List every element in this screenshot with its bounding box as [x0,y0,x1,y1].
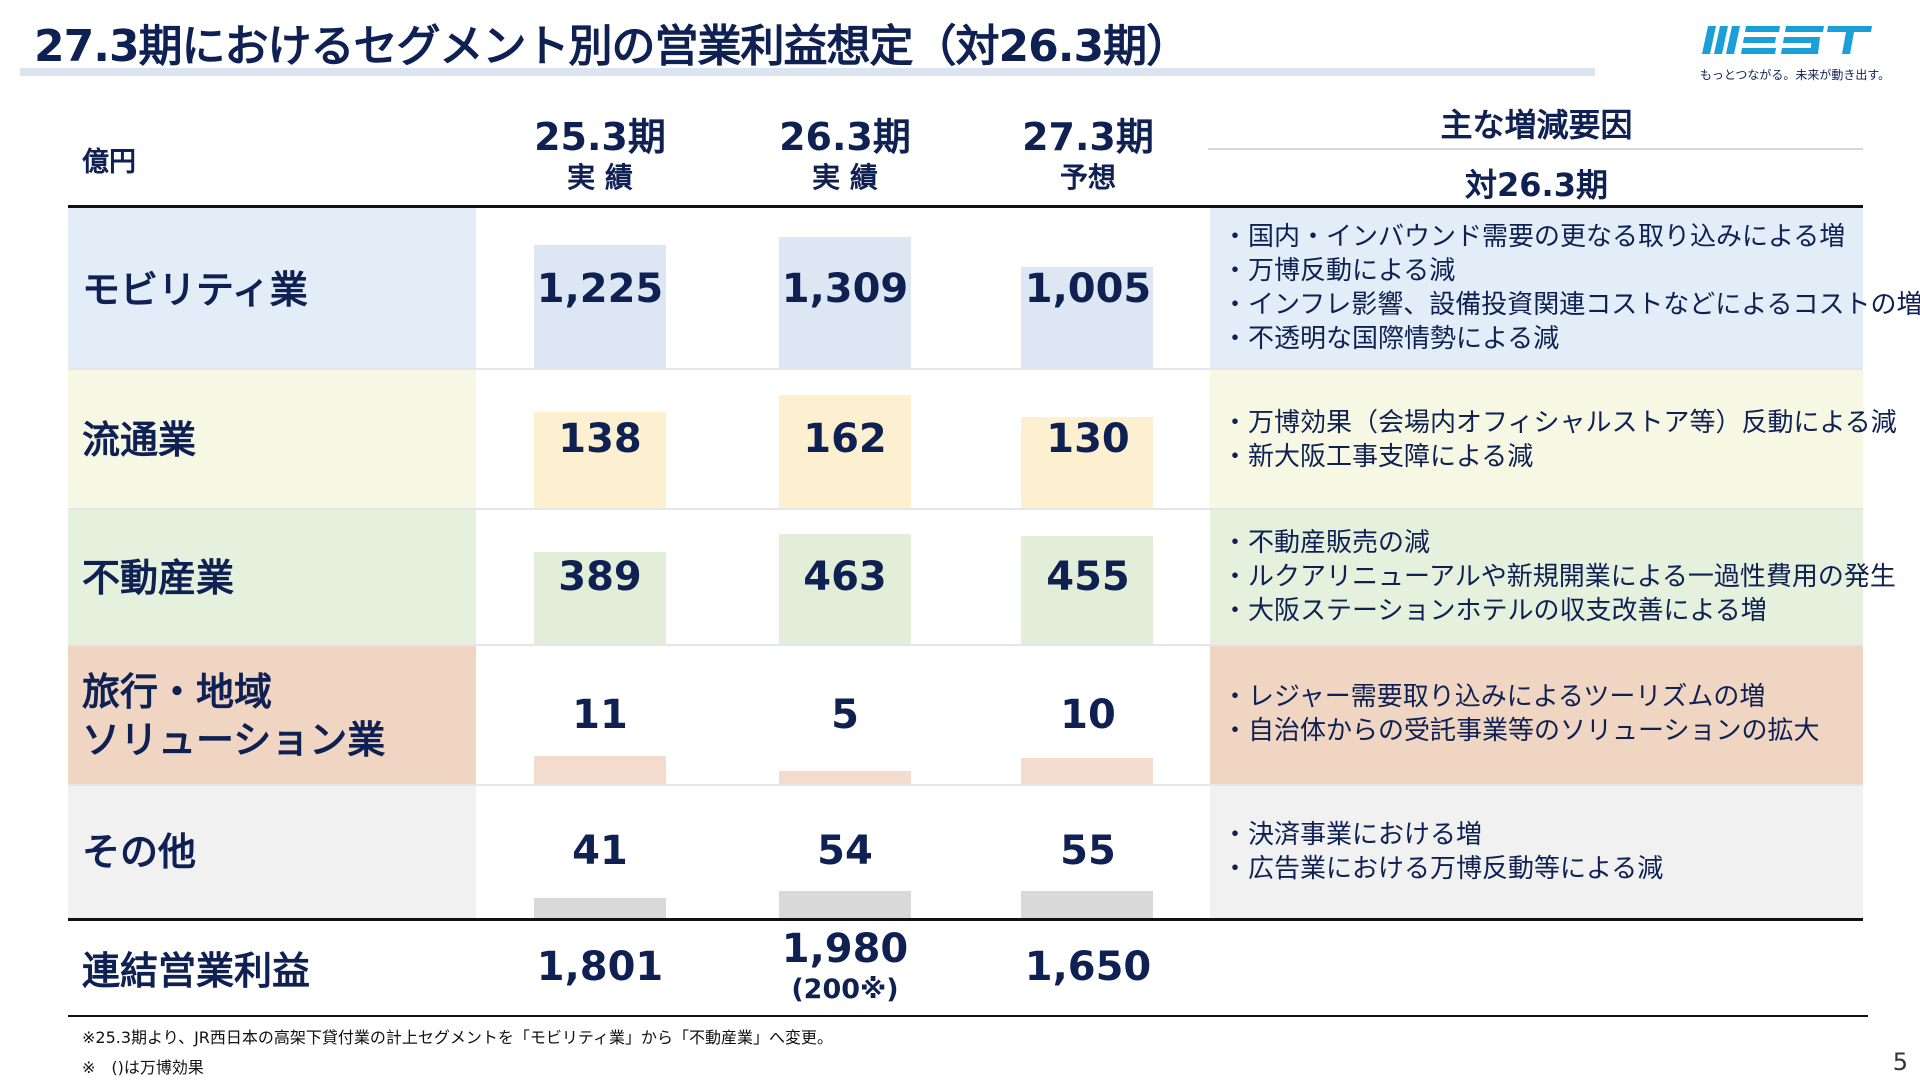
company-logo: もっとつながる。未来が動き出す。 [1690,22,1900,92]
col-header-27-period: 27.3期 [1022,115,1154,159]
reasons-subheader: 対26.3期 [1465,166,1608,204]
table-bottom-rule [68,918,1863,921]
value-retail-25: 138 [558,416,642,462]
segment-label-other: その他 [82,830,197,874]
value-other-26: 54 [817,828,873,874]
total-value-27: 1,650 [1024,944,1152,990]
value-travel-27: 10 [1060,692,1116,738]
reasons-band-mobility [1210,208,1863,368]
row-separator [68,508,1863,510]
bar-travel-26 [779,771,911,784]
row-separator [68,784,1863,786]
col-header-27-type: 予想 [1059,161,1116,194]
bar-other-27 [1021,890,1153,918]
reasons-list-other: ・決済事業における増 ・広告業における万博反動等による減 [1222,818,1663,886]
col-header-25-type: 実 績 [567,161,633,194]
reason-item: ・レジャー需要取り込みによるツーリズムの増 [1222,682,1766,712]
page-title: 27.3期におけるセグメント別の営業利益想定（対26.3期） [34,21,1190,72]
col-header-26-period: 26.3期 [779,115,911,159]
value-mobility-27: 1,005 [1024,266,1152,312]
reasons-header-divider [1208,148,1863,150]
title-underline [20,68,1595,76]
row-separator [68,644,1863,646]
total-label: 連結営業利益 [82,949,311,993]
row-band-retail [68,370,476,508]
reasons-band-other [1210,786,1863,918]
reasons-list-real-estate: ・不動産販売の減 ・ルクアリニューアルや新規開業による一過性費用の発生 ・大阪ス… [1222,526,1896,628]
bar-other-26 [779,891,911,918]
bar-other-25 [534,897,666,918]
value-mobility-26: 1,309 [781,266,909,312]
value-mobility-25: 1,225 [536,266,664,312]
row-band-travel [68,646,476,784]
bar-mobility-26 [779,236,911,368]
value-travel-25: 11 [572,692,628,738]
segment-label-retail: 流通業 [82,418,197,462]
reasons-band-retail [1210,370,1863,508]
reason-item: ・決済事業における増 [1222,820,1483,850]
footnote-expo-effect: ※ ()は万博効果 [82,1058,204,1077]
segment-label-real-estate: 不動産業 [82,556,235,600]
reason-item: ・ルクアリニューアルや新規開業による一過性費用の発生 [1222,562,1896,592]
value-real-estate-25: 389 [558,554,642,600]
reason-item: ・大阪ステーションホテルの収支改善による増 [1222,596,1767,626]
reasons-list-mobility: ・国内・インバウンド需要の更なる取り込みによる増 ・万博反動による減 ・インフレ… [1222,220,1920,356]
bar-travel-27 [1021,758,1153,784]
segment-label-travel-line2: ソリューション業 [82,718,386,762]
value-other-27: 55 [1060,828,1116,874]
reason-item: ・万博効果（会場内オフィシャルストア等）反動による減 [1222,408,1897,438]
west-wordmark-icon [1702,26,1872,54]
bar-mobility-27 [1021,267,1153,368]
row-separator [68,368,1863,370]
bar-real-estate-25 [534,551,666,644]
row-band-other [68,786,476,918]
reason-item: ・不動産販売の減 [1222,528,1431,558]
bar-retail-25 [534,411,666,508]
bar-travel-25 [534,755,666,784]
reason-item: ・新大阪工事支障による減 [1222,442,1534,472]
unit-label: 億円 [82,147,136,178]
reason-item: ・広告業における万博反動等による減 [1222,854,1664,884]
bar-retail-27 [1021,417,1153,508]
reasons-list-retail: ・万博効果（会場内オフィシャルストア等）反動による減 ・新大阪工事支障による減 [1222,406,1897,474]
reasons-list-travel: ・レジャー需要取り込みによるツーリズムの増 ・自治体からの受託事業等のソリューシ… [1222,680,1819,748]
reasons-band-travel [1210,646,1863,784]
col-header-26-type: 実 績 [812,161,878,194]
total-value-25: 1,801 [536,944,664,990]
value-retail-27: 130 [1046,416,1130,462]
reason-item: ・インフレ影響、設備投資関連コストなどによるコストの増 [1222,290,1920,320]
value-real-estate-27: 455 [1046,554,1130,600]
row-band-real-estate [68,510,476,644]
reasons-band-real-estate [1210,510,1863,644]
col-header-25-period: 25.3期 [534,115,666,159]
value-travel-26: 5 [831,692,859,738]
segment-label-travel-line1: 旅行・地域 [82,670,273,714]
bar-real-estate-27 [1021,536,1153,644]
bar-retail-26 [779,394,911,508]
bar-real-estate-26 [779,534,911,644]
value-real-estate-26: 463 [803,554,887,600]
logo-tagline: もっとつながる。未来が動き出す。 [1699,68,1891,82]
page-number: 5 [1892,1048,1908,1076]
reasons-header: 主な増減要因 [1440,106,1633,144]
total-expo-effect-26: (200※) [791,974,899,1005]
segment-label-mobility: モビリティ業 [82,268,308,312]
value-other-25: 41 [572,828,628,874]
reason-item: ・自治体からの受託事業等のソリューションの拡大 [1222,716,1820,746]
footnote-segment-change: ※25.3期より、JR西日本の高架下貸付業の計上セグメントを「モビリティ業」から… [82,1028,833,1047]
reason-item: ・万博反動による減 [1222,256,1456,286]
table-top-rule [68,205,1863,208]
footer-rule [68,1015,1868,1017]
total-value-26: 1,980 [781,926,909,972]
reason-item: ・国内・インバウンド需要の更なる取り込みによる増 [1222,222,1846,252]
reason-item: ・不透明な国際情勢による減 [1222,324,1560,354]
row-band-mobility [68,208,476,368]
bar-mobility-25 [534,245,666,368]
value-retail-26: 162 [803,416,887,462]
